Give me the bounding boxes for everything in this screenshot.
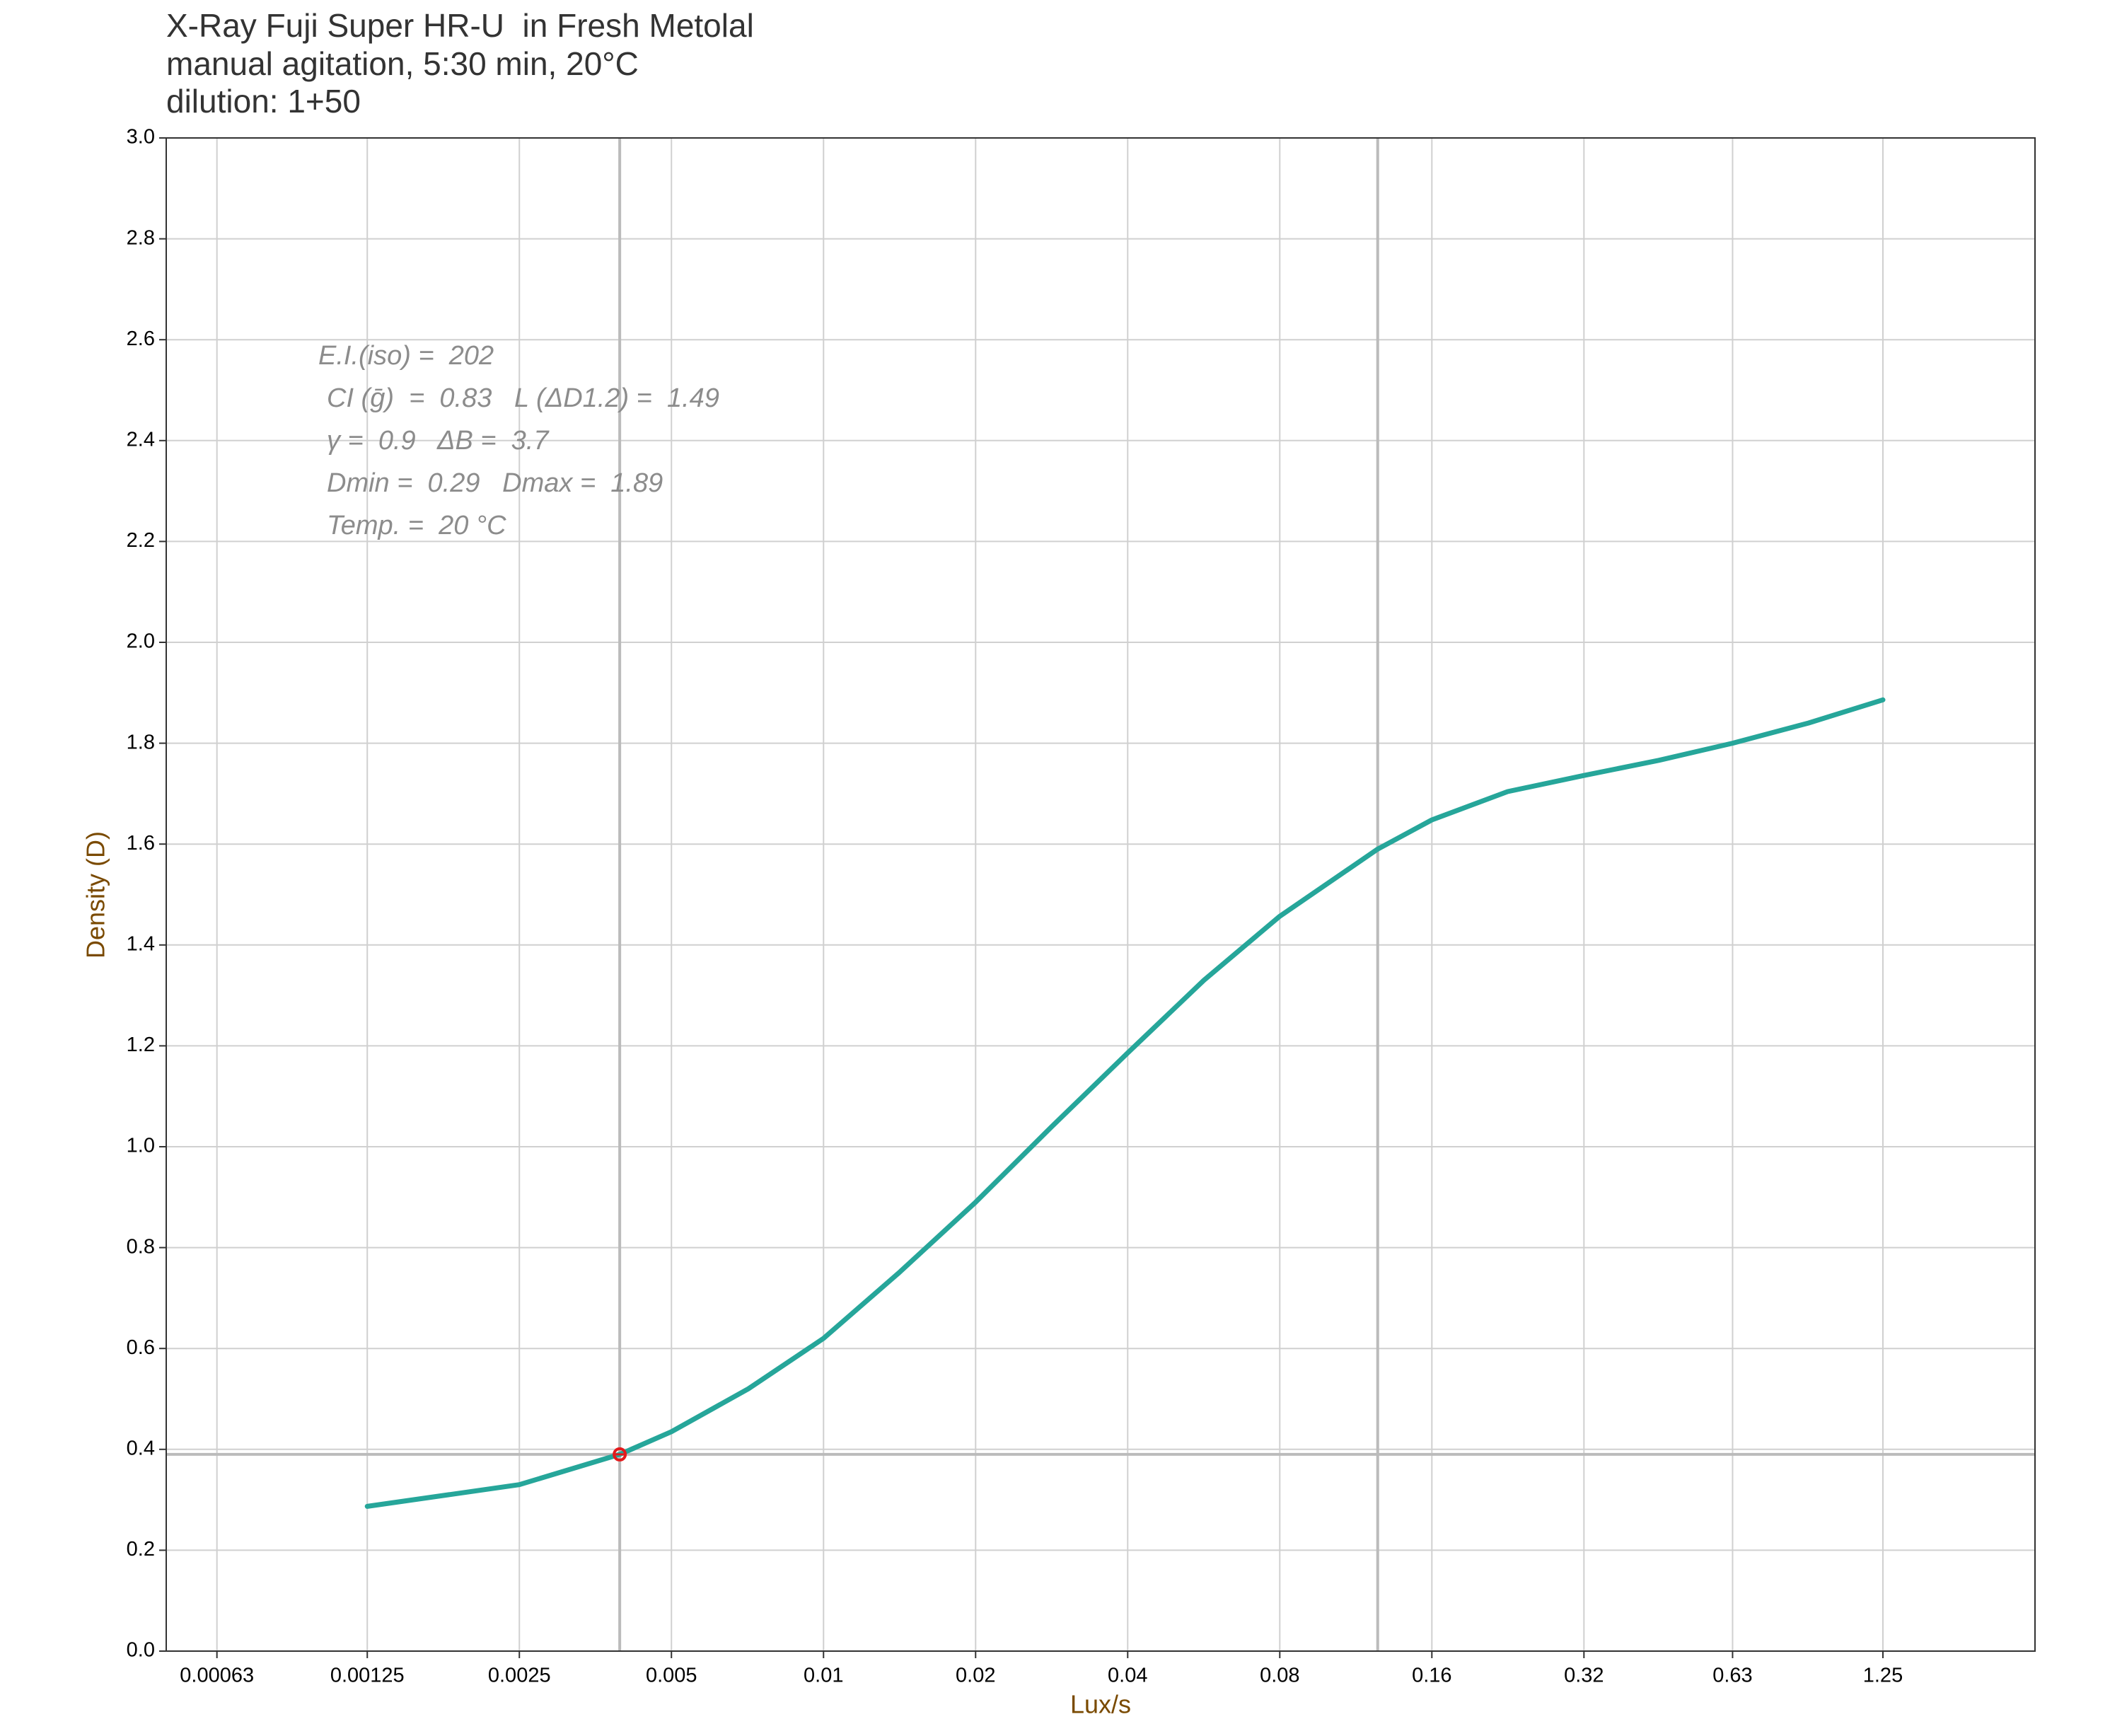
plot-background [166,138,2035,1651]
y-tick-label: 0.6 [127,1336,155,1359]
x-tick-label: 0.32 [1564,1665,1604,1687]
y-tick-label: 2.6 [127,328,155,350]
chart-subtitle: manual agitation, 5:30 min, 20°C [166,45,639,82]
y-tick-label: 2.4 [127,428,155,451]
x-tick-label: 0.02 [956,1665,995,1687]
chart-subtitle: dilution: 1+50 [166,83,361,120]
x-tick-label: 0.04 [1108,1665,1147,1687]
annotation: Temp. = 20 °C [327,511,506,540]
y-tick-label: 2.2 [127,529,155,552]
y-tick-label: 3.0 [127,126,155,149]
data-line [364,697,1886,1509]
y-tick-label: 1.4 [127,932,155,955]
x-tick-label: 0.63 [1712,1665,1752,1687]
x-tick-label: 1.25 [1863,1665,1903,1687]
x-tick-label: 0.00063 [180,1665,254,1687]
y-tick-label: 1.2 [127,1034,155,1056]
x-tick-label: 0.16 [1412,1665,1451,1687]
y-axis-title: Density (D) [81,831,110,959]
y-tick-label: 0.2 [127,1538,155,1561]
chart-title: X-Ray Fuji Super HR-U in Fresh Metolal [166,7,754,44]
y-tick-label: 2.8 [127,226,155,249]
y-tick-label: 1.6 [127,832,155,855]
x-tick-label: 0.005 [646,1665,697,1687]
annotation: E.I.(iso) = 202 [318,341,494,371]
annotation: CI (ḡ) = 0.83 L (ΔD1.2) = 1.49 [327,383,719,413]
y-tick-label: 0.4 [127,1437,155,1459]
annotation: γ = 0.9 ΔB = 3.7 [327,426,550,456]
y-tick-label: 0.8 [127,1235,155,1258]
plot-border [166,137,2036,1652]
y-tick-label: 2.0 [127,630,155,653]
x-tick-label: 0.01 [804,1665,843,1687]
x-tick-label: 0.0025 [488,1665,551,1687]
annotation: Dmin = 0.29 Dmax = 1.89 [327,468,663,498]
x-tick-label: 0.00125 [330,1665,405,1687]
y-tick-label: 1.8 [127,731,155,753]
x-axis-title: Lux/s [1070,1690,1131,1719]
x-tick-label: 0.08 [1260,1665,1299,1687]
y-tick-label: 0.0 [127,1639,155,1662]
y-tick-label: 1.0 [127,1135,155,1157]
